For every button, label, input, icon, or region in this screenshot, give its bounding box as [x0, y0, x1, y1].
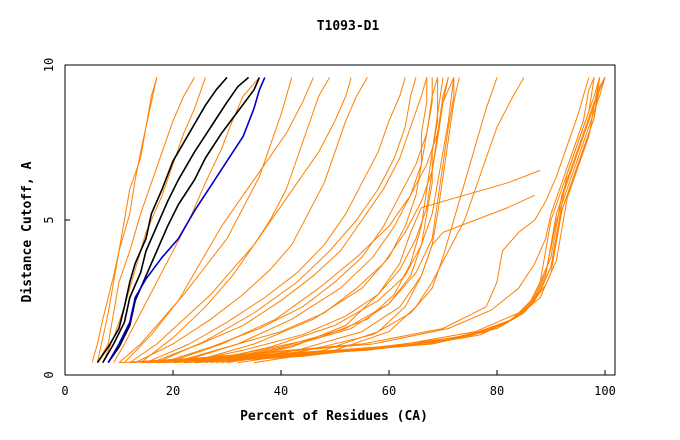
series-line-16: [183, 77, 449, 364]
series-line-30: [210, 77, 439, 364]
series-line-22: [178, 77, 433, 364]
series-layer: [91, 76, 606, 364]
series-line-6: [96, 77, 196, 363]
series-line-26: [253, 77, 525, 364]
series-line-21: [167, 77, 455, 364]
series-line-40: [145, 77, 590, 364]
x-tick-label: 60: [382, 384, 396, 398]
y-tick-label: 5: [42, 216, 56, 223]
series-line-19: [124, 77, 314, 363]
series-line-29: [205, 77, 455, 364]
series-line-11: [134, 77, 368, 364]
x-tick-label: 0: [61, 384, 68, 398]
series-line-33: [129, 77, 606, 364]
series-line-0: [96, 76, 228, 364]
series-line-13: [151, 77, 428, 364]
series-line-12: [145, 77, 406, 364]
series-line-8: [113, 77, 260, 363]
series-line-3: [107, 77, 266, 364]
series-line-7: [102, 77, 206, 363]
series-line-5: [96, 77, 158, 363]
series-line-9: [118, 77, 293, 363]
series-line-25: [226, 77, 498, 364]
x-tick-label: 80: [490, 384, 504, 398]
chart-title: T1093-D1: [317, 19, 380, 34]
series-line-20: [156, 77, 417, 364]
series-line-27: [216, 169, 541, 364]
series-line-18: [140, 77, 352, 363]
x-axis-label: Percent of Residues (CA): [240, 409, 428, 424]
series-line-14: [162, 77, 439, 364]
series-line-35: [151, 77, 595, 364]
x-tick-label: 40: [274, 384, 288, 398]
y-axis-ticks: 0 5 10: [42, 58, 70, 379]
x-tick-label: 20: [166, 384, 180, 398]
series-line-41: [156, 77, 595, 364]
series-line-23: [189, 77, 428, 364]
series-line-31: [221, 77, 460, 364]
series-line-1: [102, 76, 250, 364]
plot-frame: [64, 64, 616, 376]
series-line-38: [183, 77, 606, 364]
x-axis-ticks: 0 20 40 60 80 100: [61, 370, 616, 398]
x-tick-label: 100: [594, 384, 616, 398]
y-tick-label: 0: [42, 371, 56, 378]
series-line-39: [194, 77, 601, 364]
y-tick-label: 10: [42, 58, 56, 72]
y-axis-label: Distance Cutoff, A: [20, 161, 35, 302]
